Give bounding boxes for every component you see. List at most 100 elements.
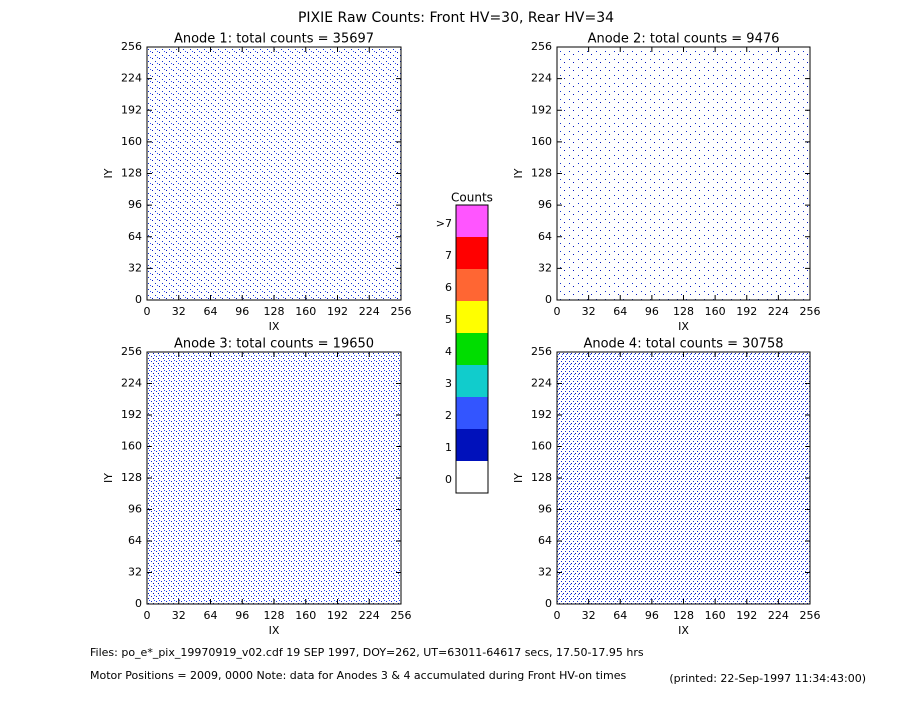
y-tick-label: 0 xyxy=(135,293,142,306)
y-tick-label: 96 xyxy=(128,503,142,516)
count-texture xyxy=(557,352,810,604)
page-title: PIXIE Raw Counts: Front HV=30, Rear HV=3… xyxy=(298,10,614,26)
x-axis-label: IX xyxy=(269,624,280,637)
y-tick-label: 192 xyxy=(531,408,552,421)
x-axis-label: IX xyxy=(678,624,689,637)
y-tick-label: 128 xyxy=(531,167,552,180)
x-tick-label: 192 xyxy=(327,609,348,622)
x-axis-label: IX xyxy=(269,320,280,333)
x-tick-label: 224 xyxy=(768,305,789,318)
x-tick-label: 96 xyxy=(645,305,659,318)
y-tick-label: 224 xyxy=(531,72,552,85)
y-axis-label: IY xyxy=(512,168,525,178)
y-tick-label: 32 xyxy=(128,261,142,274)
y-tick-label: 160 xyxy=(121,135,142,148)
colorbar-cell xyxy=(456,333,488,365)
x-tick-label: 0 xyxy=(144,609,151,622)
x-tick-label: 96 xyxy=(235,305,249,318)
x-tick-label: 192 xyxy=(736,609,757,622)
x-tick-label: 256 xyxy=(800,305,821,318)
x-tick-label: 160 xyxy=(295,609,316,622)
x-tick-label: 96 xyxy=(645,609,659,622)
x-tick-label: 0 xyxy=(144,305,151,318)
x-tick-label: 96 xyxy=(235,609,249,622)
count-texture xyxy=(147,47,401,300)
y-tick-label: 128 xyxy=(531,471,552,484)
colorbar-label: 1 xyxy=(445,441,452,454)
x-tick-label: 64 xyxy=(204,305,218,318)
x-tick-label: 256 xyxy=(391,305,412,318)
colorbar-label: 2 xyxy=(445,409,452,422)
y-axis-label: IY xyxy=(102,168,115,178)
y-tick-label: 128 xyxy=(121,471,142,484)
x-tick-label: 64 xyxy=(204,609,218,622)
x-tick-label: 224 xyxy=(359,305,380,318)
y-tick-label: 0 xyxy=(135,597,142,610)
colorbar-cell xyxy=(456,461,488,493)
y-tick-label: 128 xyxy=(121,167,142,180)
y-tick-label: 224 xyxy=(121,72,142,85)
x-tick-label: 256 xyxy=(391,609,412,622)
x-tick-label: 0 xyxy=(554,609,561,622)
x-tick-label: 128 xyxy=(264,609,285,622)
x-axis-label: IX xyxy=(678,320,689,333)
colorbar-title: Counts xyxy=(451,191,493,205)
y-tick-label: 256 xyxy=(531,345,552,358)
y-tick-label: 256 xyxy=(531,40,552,53)
y-tick-label: 64 xyxy=(538,230,552,243)
x-tick-label: 192 xyxy=(736,305,757,318)
panel-title: Anode 4: total counts = 30758 xyxy=(583,337,783,352)
y-tick-label: 224 xyxy=(531,377,552,390)
y-tick-label: 64 xyxy=(538,534,552,547)
x-tick-label: 64 xyxy=(613,305,627,318)
colorbar-label: 7 xyxy=(445,249,452,262)
y-tick-label: 96 xyxy=(538,503,552,516)
colorbar-label: 6 xyxy=(445,281,452,294)
colorbar-cell xyxy=(456,365,488,397)
colorbar-frame xyxy=(455,204,489,494)
y-tick-label: 64 xyxy=(128,230,142,243)
x-tick-label: 160 xyxy=(295,305,316,318)
y-tick-label: 32 xyxy=(538,566,552,579)
panel-title: Anode 3: total counts = 19650 xyxy=(174,337,374,352)
count-texture xyxy=(557,47,810,300)
x-tick-label: 160 xyxy=(705,305,726,318)
x-tick-label: 224 xyxy=(359,609,380,622)
x-tick-label: 192 xyxy=(327,305,348,318)
x-tick-label: 128 xyxy=(673,609,694,622)
y-tick-label: 160 xyxy=(121,440,142,453)
colorbar-label: 5 xyxy=(445,313,452,326)
y-tick-label: 192 xyxy=(531,103,552,116)
y-tick-label: 0 xyxy=(545,597,552,610)
y-tick-label: 256 xyxy=(121,40,142,53)
colorbar-cell xyxy=(456,237,488,269)
x-tick-label: 160 xyxy=(705,609,726,622)
y-tick-label: 192 xyxy=(121,103,142,116)
colorbar-cell xyxy=(456,205,488,237)
y-axis-label: IY xyxy=(102,473,115,483)
y-tick-label: 160 xyxy=(531,135,552,148)
x-tick-label: 128 xyxy=(673,305,694,318)
footer-line: Files: po_e*_pix_19970919_v02.cdf 19 SEP… xyxy=(90,646,644,659)
colorbar-label: >7 xyxy=(436,217,452,230)
x-tick-label: 256 xyxy=(800,609,821,622)
y-tick-label: 32 xyxy=(128,566,142,579)
y-tick-label: 32 xyxy=(538,261,552,274)
x-tick-label: 0 xyxy=(554,305,561,318)
x-tick-label: 128 xyxy=(264,305,285,318)
x-tick-label: 32 xyxy=(582,305,596,318)
colorbar-label: 3 xyxy=(445,377,452,390)
colorbar-cell xyxy=(456,301,488,333)
count-texture xyxy=(147,352,401,604)
colorbar-cell xyxy=(456,429,488,461)
colorbar-label: 4 xyxy=(445,345,452,358)
x-tick-label: 32 xyxy=(172,609,186,622)
y-tick-label: 64 xyxy=(128,534,142,547)
printed-stamp: (printed: 22-Sep-1997 11:34:43:00) xyxy=(669,672,866,685)
footer-line: Motor Positions = 2009, 0000 Note: data … xyxy=(90,669,626,682)
y-tick-label: 0 xyxy=(545,293,552,306)
panel-title: Anode 1: total counts = 35697 xyxy=(174,32,374,47)
y-tick-label: 192 xyxy=(121,408,142,421)
panel-title: Anode 2: total counts = 9476 xyxy=(588,32,780,47)
